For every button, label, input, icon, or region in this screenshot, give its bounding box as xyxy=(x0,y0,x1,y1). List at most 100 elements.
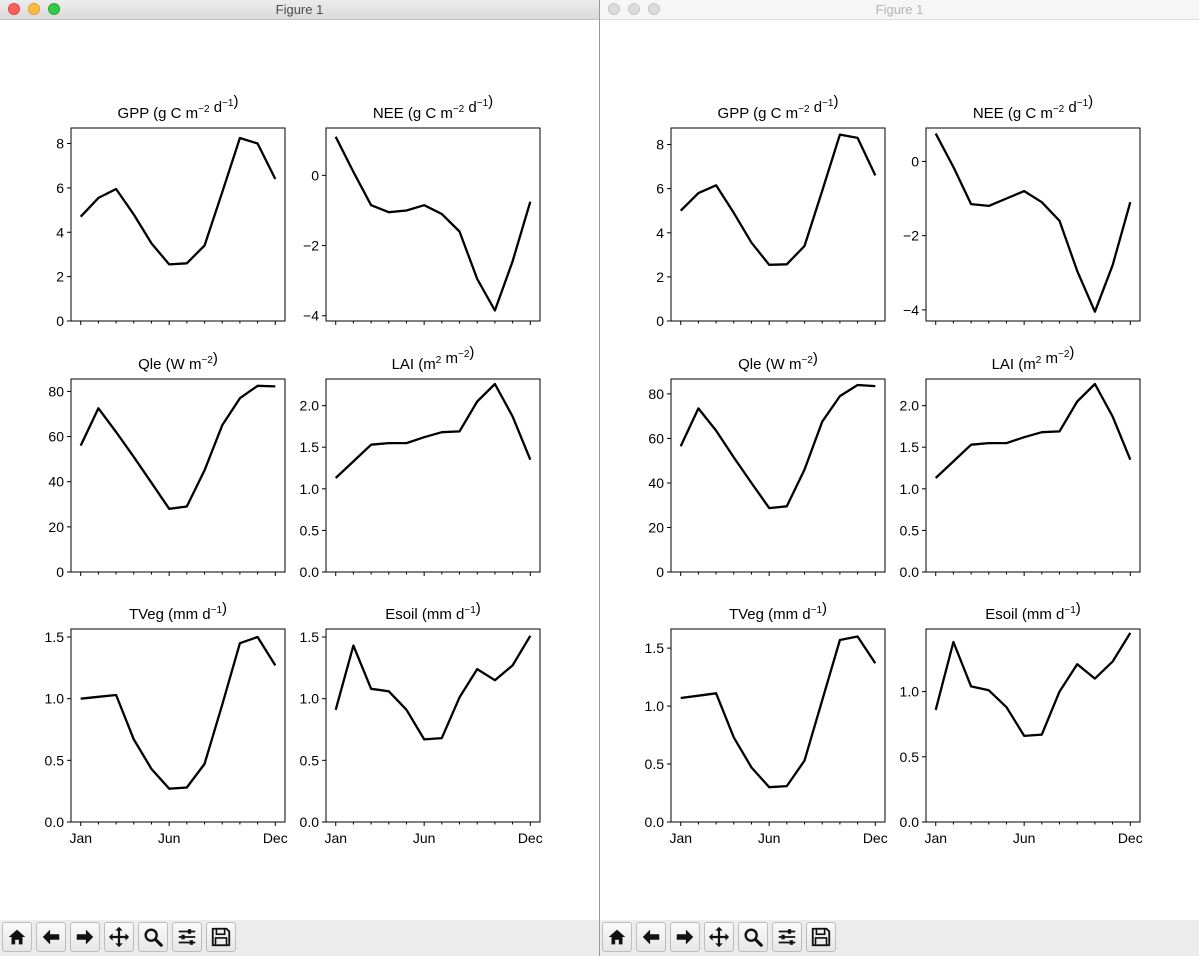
save-button[interactable] xyxy=(806,922,836,952)
y-tick-label: 1.5 xyxy=(645,640,665,656)
zoom-window-icon[interactable] xyxy=(48,3,60,15)
subplot-1: GPP (g C m−2 d−1) 0 2 4 6 8 xyxy=(656,93,886,329)
figure-window-left: Figure 1 GPP (g C m−2 d−1) 0 2 4 6 8 NEE (g C … xyxy=(0,0,599,956)
y-tick-label: 0.0 xyxy=(300,814,320,830)
sliders-icon xyxy=(178,929,196,945)
series-line xyxy=(334,136,532,312)
subplot-2: NEE (g C m−2 d−1) 0 −2 −4 xyxy=(903,93,1141,325)
y-tick-label: 60 xyxy=(48,429,64,445)
pan-button[interactable] xyxy=(104,922,134,952)
figure-canvas[interactable]: GPP (g C m−2 d−1) 0 2 4 6 8 NEE (g C m−2 d−1) 0… xyxy=(0,20,599,920)
save-button[interactable] xyxy=(206,922,236,952)
subplot-4: LAI (m2 m−2) 0.0 0.5 1.0 1.5 2.0 xyxy=(300,344,541,580)
x-tick-label: Jun xyxy=(413,830,436,846)
zoom-icon xyxy=(744,928,763,947)
arrow-right-icon xyxy=(76,929,94,945)
move-icon xyxy=(108,926,130,948)
zoom-icon xyxy=(144,928,163,947)
zoom-button[interactable] xyxy=(138,922,168,952)
y-tick-label: 1.5 xyxy=(300,629,320,645)
x-tick-label: Jun xyxy=(158,830,181,846)
subplot-title: NEE (g C m−2 d−1) xyxy=(373,93,493,122)
x-tick-label: Jan xyxy=(324,830,347,846)
axes-frame xyxy=(70,628,286,823)
x-tick-label: Jun xyxy=(758,830,781,846)
back-button[interactable] xyxy=(636,922,666,952)
y-tick-label: 20 xyxy=(48,519,64,535)
subplot-title: TVeg (mm d−1) xyxy=(729,600,827,623)
zoom-button[interactable] xyxy=(738,922,768,952)
subplot-5: TVeg (mm d−1) 0.0 0.5 1.0 1.5 Jan Jun Dec xyxy=(45,600,288,846)
pan-button[interactable] xyxy=(704,922,734,952)
y-tick-label: 0 xyxy=(311,167,319,183)
close-icon[interactable] xyxy=(608,3,620,15)
axes-frame xyxy=(925,127,1141,322)
y-tick-label: 0 xyxy=(56,313,64,329)
y-tick-label: 0.0 xyxy=(900,814,920,830)
navigation-toolbar xyxy=(600,920,1199,956)
axes-frame xyxy=(925,628,1141,823)
arrow-right-icon xyxy=(676,929,694,945)
axes-frame xyxy=(325,628,541,823)
y-tick-label: 2 xyxy=(656,269,664,285)
save-icon xyxy=(211,927,231,947)
y-tick-label: −2 xyxy=(303,238,319,254)
home-button[interactable] xyxy=(2,922,32,952)
series-line xyxy=(679,133,877,266)
window-title: Figure 1 xyxy=(275,2,324,17)
axes-frame xyxy=(925,378,1141,573)
series-line xyxy=(679,383,876,510)
y-tick-label: 1.0 xyxy=(645,698,665,714)
axes-frame xyxy=(670,378,886,573)
subplot-title: Esoil (mm d−1) xyxy=(385,600,481,623)
y-tick-label: 2.0 xyxy=(900,398,920,414)
y-tick-label: −4 xyxy=(903,302,919,318)
subplot-3: Qle (W m−2) 0 20 40 60 80 xyxy=(648,350,886,580)
back-button[interactable] xyxy=(36,922,66,952)
y-tick-label: 8 xyxy=(56,136,64,152)
subplot-1: GPP (g C m−2 d−1) 0 2 4 6 8 xyxy=(56,93,286,329)
axes-frame xyxy=(325,127,541,322)
home-icon xyxy=(608,929,626,945)
minimize-icon[interactable] xyxy=(628,3,640,15)
subplot-5: TVeg (mm d−1) 0.0 0.5 1.0 1.5 Jan Jun Dec xyxy=(645,600,888,846)
y-tick-label: 0.5 xyxy=(300,752,320,768)
y-tick-label: 6 xyxy=(656,181,664,197)
y-tick-label: 1.0 xyxy=(300,481,320,497)
figure-canvas[interactable]: GPP (g C m−2 d−1) 0 2 4 6 8 NEE (g C m−2 d−1) 0… xyxy=(600,20,1199,920)
subplots-button[interactable] xyxy=(172,922,202,952)
subplot-title: Qle (W m−2) xyxy=(138,350,218,373)
y-tick-label: 40 xyxy=(648,475,664,491)
title-bar[interactable]: Figure 1 xyxy=(600,0,1199,20)
navigation-toolbar xyxy=(0,920,599,956)
y-tick-label: 0.5 xyxy=(645,756,665,772)
forward-button[interactable] xyxy=(670,922,700,952)
y-tick-label: 0.0 xyxy=(645,814,665,830)
y-tick-label: 0 xyxy=(911,153,919,169)
x-tick-label: Dec xyxy=(518,830,543,846)
series-line xyxy=(934,133,1132,313)
y-tick-label: 0.5 xyxy=(900,522,920,538)
subplots-button[interactable] xyxy=(772,922,802,952)
zoom-window-icon[interactable] xyxy=(648,3,660,15)
y-tick-label: 0.5 xyxy=(900,749,920,765)
y-tick-label: 2 xyxy=(56,269,64,285)
title-bar[interactable]: Figure 1 xyxy=(0,0,599,20)
x-tick-label: Dec xyxy=(263,830,288,846)
subplot-title: NEE (g C m−2 d−1) xyxy=(973,93,1093,122)
y-tick-label: 40 xyxy=(48,474,64,490)
forward-button[interactable] xyxy=(70,922,100,952)
subplot-6: Esoil (mm d−1) 0.0 0.5 1.0 1.5 Jan Jun Dec xyxy=(300,600,543,846)
y-tick-label: 1.5 xyxy=(900,439,920,455)
x-tick-label: Jun xyxy=(1013,830,1036,846)
y-tick-label: 80 xyxy=(48,383,64,399)
minimize-icon[interactable] xyxy=(28,3,40,15)
subplot-2: NEE (g C m−2 d−1) 0 −2 −4 xyxy=(303,93,541,325)
move-icon xyxy=(708,926,730,948)
x-tick-label: Jan xyxy=(924,830,947,846)
subplot-title: LAI (m2 m−2) xyxy=(392,344,475,373)
y-tick-label: 80 xyxy=(648,386,664,402)
y-tick-label: 0.0 xyxy=(300,564,320,580)
close-icon[interactable] xyxy=(8,3,20,15)
home-button[interactable] xyxy=(602,922,632,952)
